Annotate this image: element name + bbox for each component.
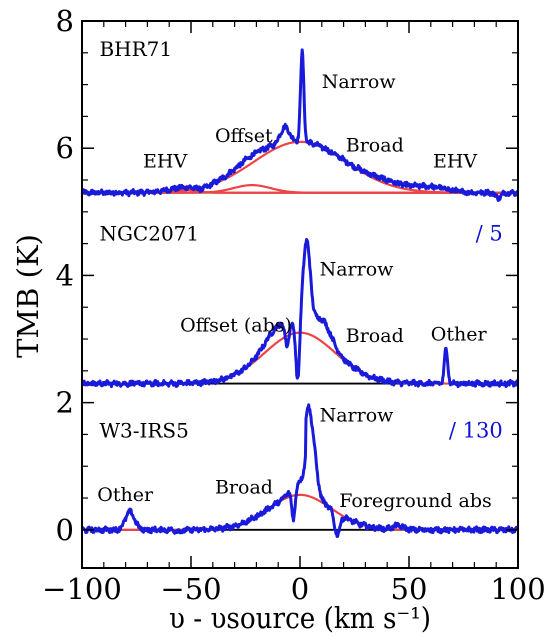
- x-tick-label: 50: [391, 572, 428, 606]
- y-tick-label: 6: [56, 131, 74, 165]
- panel-w3-irs5: [80, 403, 519, 539]
- component-annotation: Offset (abs): [180, 314, 292, 336]
- panel-label: W3-IRS5: [99, 419, 188, 443]
- component-annotation: Broad: [346, 325, 404, 347]
- x-tick-label: 0: [291, 572, 309, 606]
- ticks-layer: [81, 20, 519, 568]
- component-annotation: Other: [431, 323, 488, 345]
- y-tick-label: 8: [56, 4, 74, 38]
- scale-factor-label: / 5: [476, 221, 503, 245]
- panel-label: BHR71: [99, 37, 172, 61]
- y-tick-label: 0: [56, 513, 74, 547]
- labels-layer: −100 −50 0 50 100 0 2 4 6 8 BHR71 Narrow Offset Broad…: [42, 4, 546, 606]
- component-annotation: Narrow: [320, 405, 395, 427]
- component-annotation: EHV: [433, 150, 477, 172]
- component-annotation: EHV: [143, 150, 187, 172]
- x-tick-label: −50: [160, 572, 221, 606]
- component-annotation: Narrow: [322, 71, 397, 93]
- component-annotation: Other: [97, 484, 154, 506]
- panel-bhr71: [80, 48, 520, 202]
- panel-label: NGC2071: [99, 221, 199, 245]
- component-annotation: Broad: [215, 477, 273, 499]
- x-axis-title: υ - υsource (km s⁻¹): [169, 601, 431, 635]
- x-tick-label: −100: [42, 572, 122, 606]
- x-tick-label: 100: [490, 572, 545, 606]
- observed-spectrum: [80, 237, 520, 389]
- component-annotation: Narrow: [320, 258, 395, 280]
- y-tick-label: 2: [56, 386, 74, 420]
- traces-layer: [80, 48, 520, 539]
- y-axis-title: TMB (K): [11, 234, 45, 358]
- component-annotation: Foreground abs: [339, 490, 492, 512]
- scale-factor-label: / 130: [449, 419, 503, 443]
- observed-spectrum: [80, 48, 520, 202]
- y-tick-label: 4: [56, 258, 74, 292]
- component-annotation: Broad: [346, 134, 404, 156]
- observed-spectrum: [80, 403, 519, 539]
- panel-ngc2071: [80, 237, 520, 389]
- component-annotation: Offset: [215, 125, 273, 147]
